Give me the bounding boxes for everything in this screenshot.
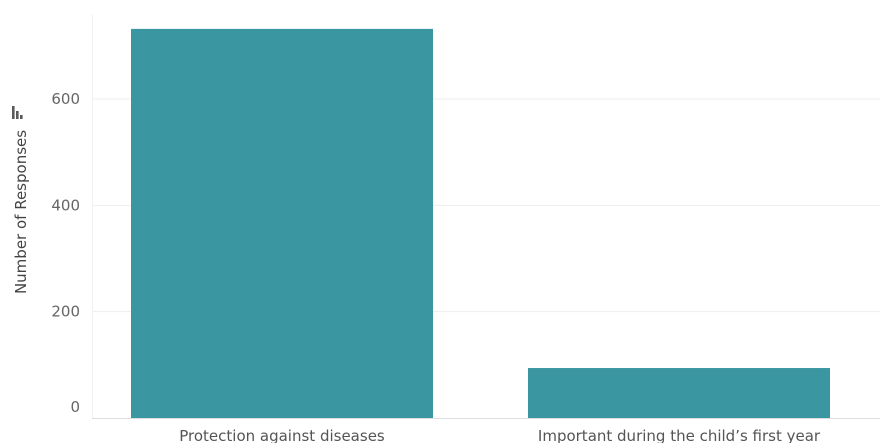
bars <box>131 29 830 418</box>
bar-sort-icon[interactable] <box>12 106 23 119</box>
bar-1[interactable] <box>528 368 830 418</box>
x-tick-label: Protection against diseases <box>179 427 385 443</box>
y-tick-label: 0 <box>70 398 80 416</box>
y-tick-label: 200 <box>51 303 80 321</box>
bar-0[interactable] <box>131 29 433 418</box>
y-tick-label: 400 <box>51 196 80 214</box>
x-tick-label: Important during the child’s first year <box>538 427 821 443</box>
y-tick-labels: 0 200 400 600 <box>51 90 80 416</box>
x-tick-labels: Protection against diseases Important dur… <box>179 427 821 443</box>
y-axis-title-group: Number of Responses <box>12 130 30 294</box>
y-tick-label: 600 <box>51 90 80 108</box>
y-axis-title: Number of Responses <box>12 130 30 294</box>
